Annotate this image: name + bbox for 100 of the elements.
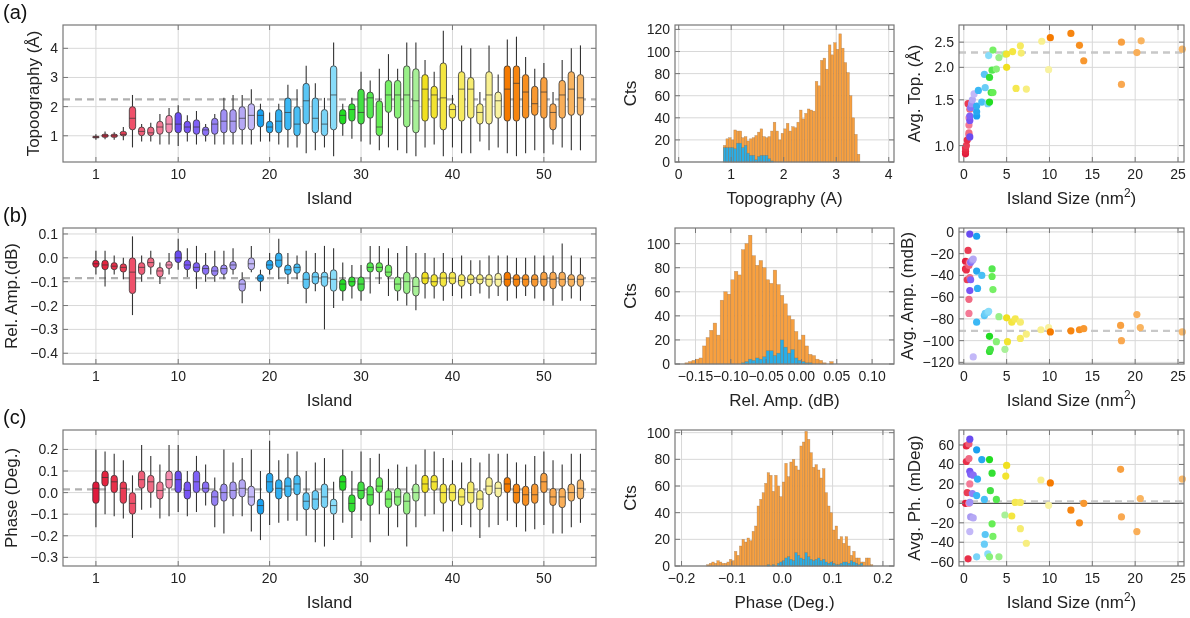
- x-tick-label: 25: [1170, 368, 1186, 384]
- y-tick-label: −40: [930, 534, 955, 551]
- x-tick-label: 5: [1002, 368, 1011, 384]
- y-tick-label: 60: [654, 283, 671, 300]
- text: (a): [3, 1, 28, 23]
- x-tick-label: 40: [444, 570, 461, 586]
- x-tick-label: 30: [353, 368, 370, 384]
- x-axis-title: Island: [306, 593, 353, 612]
- x-tick-label: 1: [727, 166, 736, 182]
- x-axis-title: Island Size (nm$^{2}$): [1006, 388, 1137, 410]
- y-tick-label: −100: [922, 332, 955, 349]
- x-tick-label: 15: [1084, 166, 1101, 182]
- x-tick-label: 10: [170, 368, 187, 384]
- y-tick-label: −0.1: [30, 506, 59, 523]
- x-tick-label: 50: [536, 570, 552, 586]
- y-tick-label: 60: [654, 478, 671, 494]
- x-tick-label: 40: [444, 166, 461, 182]
- x-tick-label: 20: [1127, 368, 1144, 384]
- x-tick-label: 15: [1084, 570, 1101, 586]
- y-tick-label: −0.3: [30, 549, 59, 566]
- x-tick-label: 0: [959, 166, 968, 182]
- y-axis-title: Phase (Deg.): [1, 447, 21, 549]
- y-tick-label: −0.2: [30, 297, 59, 314]
- y-tick-label: −60: [930, 289, 955, 306]
- x-tick-label: 20: [1127, 166, 1144, 182]
- y-tick-label: 0: [662, 356, 671, 372]
- x-axis-title: Rel. Amp. (dB): [729, 391, 840, 410]
- x-tick-label: 2: [779, 166, 788, 182]
- x-tick-label: 10: [1041, 570, 1058, 586]
- text: (b): [3, 204, 28, 226]
- y-tick-label: 40: [938, 456, 955, 473]
- y-tick-label: 3: [50, 69, 59, 86]
- y-tick-label: 0.0: [38, 249, 59, 266]
- x-tick-label: −0.15: [677, 368, 714, 384]
- y-tick-label: 80: [654, 451, 671, 468]
- x-tick-label: 25: [1170, 570, 1186, 586]
- y-tick-label: 20: [938, 475, 955, 492]
- x-tick-label: −0.05: [748, 368, 785, 384]
- x-tick-label: 1: [92, 368, 101, 384]
- y-tick-label: 0: [946, 223, 955, 240]
- y-tick-label: 0.2: [38, 441, 59, 458]
- y-tick-label: 0: [662, 558, 671, 574]
- x-tick-label: 10: [170, 570, 187, 586]
- y-axis-title: Avg. Top. (Å): [905, 44, 925, 143]
- y-tick-label: −20: [930, 514, 955, 531]
- x-axis-title: Island: [306, 189, 353, 208]
- x-tick-label: −0.10: [713, 368, 749, 384]
- y-tick-label: 40: [654, 504, 671, 521]
- y-tick-label: 0: [946, 495, 955, 512]
- y-tick-label: 1: [50, 127, 59, 144]
- x-tick-label: 3: [832, 166, 841, 182]
- y-tick-label: 100: [646, 235, 671, 252]
- y-tick-label: −80: [930, 310, 955, 327]
- x-tick-label: 30: [353, 570, 370, 586]
- text: (c): [3, 406, 27, 428]
- x-tick-label: 1: [92, 570, 101, 586]
- x-tick-label: 50: [536, 166, 552, 182]
- x-axis-title: Island Size (nm$^{2}$): [1006, 186, 1137, 208]
- y-tick-label: 80: [654, 259, 671, 276]
- y-tick-label: 0.0: [38, 484, 59, 501]
- y-tick-label: −0.4: [30, 345, 59, 362]
- x-tick-label: 4: [884, 166, 893, 182]
- y-axis-title: Cts: [621, 80, 641, 107]
- y-tick-label: 120: [646, 21, 671, 38]
- y-tick-label: −60: [930, 553, 955, 570]
- y-tick-label: 20: [654, 531, 671, 548]
- y-tick-label: 60: [938, 436, 955, 453]
- x-tick-label: 40: [444, 368, 461, 384]
- y-tick-label: 40: [654, 109, 671, 126]
- x-tick-label: 10: [170, 166, 187, 182]
- y-tick-label: 1.5: [934, 91, 955, 108]
- x-tick-label: 5: [1002, 570, 1011, 586]
- x-tick-label: 0.0: [772, 570, 793, 586]
- x-tick-label: 0.05: [823, 368, 851, 384]
- x-tick-label: 20: [261, 570, 278, 586]
- x-tick-label: 20: [261, 368, 278, 384]
- x-tick-label: 1: [92, 166, 101, 182]
- y-tick-label: −0.2: [30, 527, 59, 544]
- x-axis-title: Phase (Deg.): [734, 593, 835, 612]
- y-axis-title: Rel. Amp.(dB): [1, 243, 21, 349]
- y-tick-label: 20: [654, 131, 671, 148]
- x-tick-label: −0.1: [718, 570, 746, 586]
- x-tick-label: 0.00: [787, 368, 816, 384]
- x-tick-label: 50: [536, 368, 552, 384]
- x-tick-label: 30: [353, 166, 370, 182]
- y-tick-label: 1.0: [934, 137, 955, 154]
- y-tick-label: 100: [646, 424, 671, 441]
- y-axis-title: Cts: [621, 485, 641, 511]
- y-axis-title: Avg. Amp. (mdB): [897, 231, 917, 361]
- y-tick-label: 20: [654, 331, 671, 348]
- x-tick-label: 5: [1002, 166, 1011, 182]
- x-tick-label: 0: [674, 166, 683, 182]
- x-tick-label: 0: [959, 570, 968, 586]
- y-tick-label: 0.1: [38, 225, 59, 242]
- x-tick-label: 15: [1084, 368, 1101, 384]
- y-tick-label: −20: [930, 245, 955, 262]
- y-tick-label: 2: [50, 98, 59, 115]
- x-axis-title: Island: [306, 391, 353, 410]
- y-tick-label: 100: [646, 43, 671, 60]
- y-axis-title: Cts: [621, 283, 641, 309]
